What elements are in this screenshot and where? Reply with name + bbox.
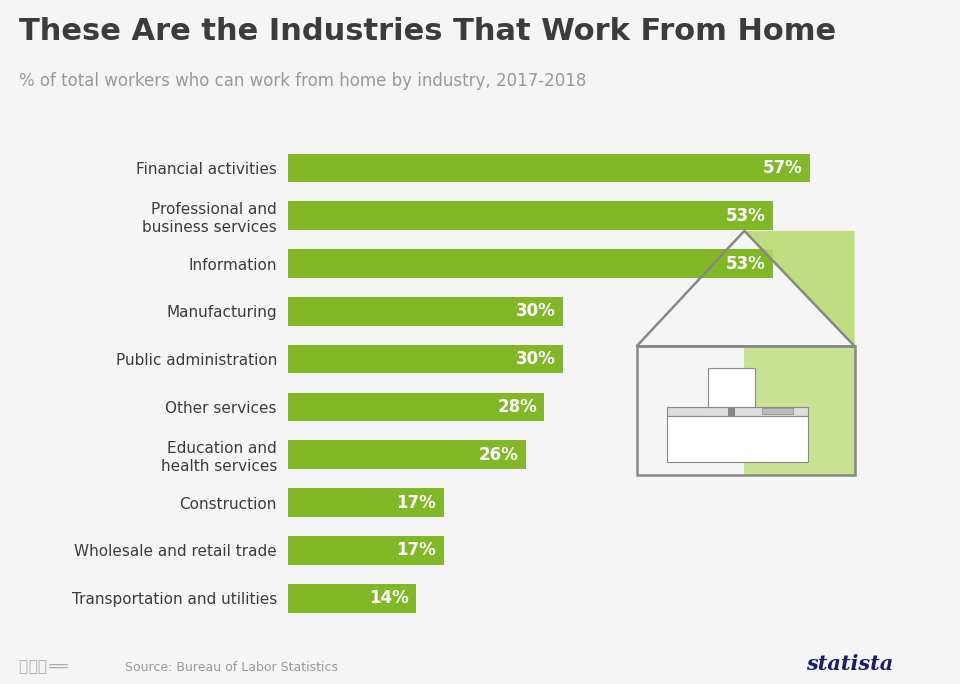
Bar xyxy=(288,153,810,182)
Bar xyxy=(288,345,563,373)
Bar xyxy=(708,368,755,406)
Bar xyxy=(667,406,808,416)
Text: 26%: 26% xyxy=(479,446,518,464)
Text: statista: statista xyxy=(806,654,894,674)
Text: 17%: 17% xyxy=(396,494,437,512)
Text: 53%: 53% xyxy=(727,207,766,224)
Bar xyxy=(667,416,808,462)
Bar xyxy=(636,346,854,475)
Bar xyxy=(288,201,774,230)
Bar xyxy=(288,536,444,565)
Bar xyxy=(288,393,544,421)
Polygon shape xyxy=(744,231,854,346)
Text: ⓘ  =: ⓘ = xyxy=(19,659,60,674)
Text: ⓒ  ⓘ  =: ⓒ ⓘ = xyxy=(19,659,70,674)
Bar xyxy=(728,406,735,416)
Text: 53%: 53% xyxy=(727,254,766,272)
Text: Source: Bureau of Labor Statistics: Source: Bureau of Labor Statistics xyxy=(125,661,338,674)
Text: % of total workers who can work from home by industry, 2017-2018: % of total workers who can work from hom… xyxy=(19,72,587,90)
Bar xyxy=(288,249,774,278)
Bar xyxy=(288,440,526,469)
Text: 14%: 14% xyxy=(370,589,409,607)
Bar xyxy=(288,584,417,613)
Bar xyxy=(762,408,793,415)
Text: 30%: 30% xyxy=(516,302,556,320)
Text: 17%: 17% xyxy=(396,542,437,560)
Text: These Are the Industries That Work From Home: These Are the Industries That Work From … xyxy=(19,17,836,46)
Text: 30%: 30% xyxy=(516,350,556,368)
Text: 28%: 28% xyxy=(497,398,537,416)
Text: 57%: 57% xyxy=(763,159,803,177)
Bar xyxy=(288,297,563,326)
Bar xyxy=(288,488,444,517)
Bar xyxy=(744,346,854,475)
